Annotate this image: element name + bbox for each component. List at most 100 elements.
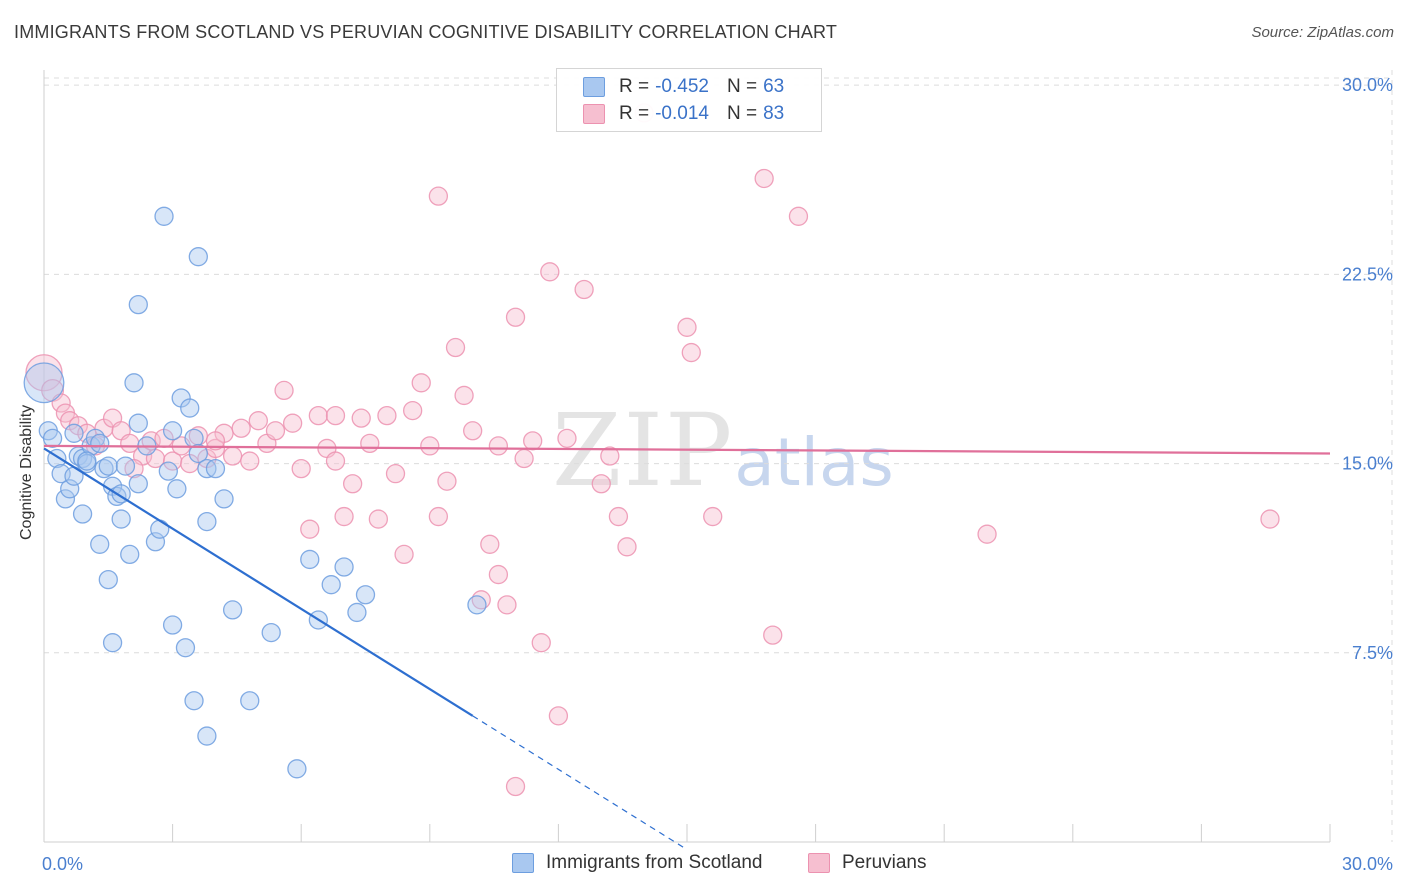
peruvians-point-62 xyxy=(557,428,577,448)
scotland-point-45 xyxy=(162,615,183,635)
trend-lines xyxy=(43,444,1331,851)
peruvians-point-36 xyxy=(334,506,354,527)
source-label: Source: ZipAtlas.com xyxy=(1251,24,1394,41)
scotland-point-42 xyxy=(154,206,174,226)
watermark-atlas: atlas xyxy=(734,424,894,501)
peruvians-point-69 xyxy=(677,317,697,337)
scotland-point-29 xyxy=(158,461,178,481)
y-tick-label-2: 22.5% xyxy=(1342,264,1393,284)
scotland-point-51 xyxy=(240,691,260,711)
peruvians-point-31 xyxy=(291,458,311,479)
peruvians-points xyxy=(25,103,1280,797)
peruvians-point-54 xyxy=(488,564,509,585)
peruvians-point-74 xyxy=(788,206,809,226)
peruvians-point-47 xyxy=(428,506,449,527)
bottom-legend-peruvians: Peruvians xyxy=(808,852,927,874)
scotland-point-39 xyxy=(205,458,226,479)
scotland-point-48 xyxy=(197,726,217,746)
scotland-point-21 xyxy=(90,534,110,554)
peruvians-point-78 xyxy=(325,405,346,426)
peruvians-point-55 xyxy=(497,595,517,615)
legend-swatch-peruvians xyxy=(583,104,605,124)
scotland-point-60 xyxy=(467,595,487,615)
peruvians-point-26 xyxy=(248,411,268,431)
scotland-point-47 xyxy=(184,691,204,711)
watermark: ZIPatlas xyxy=(552,392,894,509)
legend-row-scotland: R = -0.452 N = 63 xyxy=(583,75,784,99)
peruvians-point-40 xyxy=(368,509,389,529)
scotland-point-61 xyxy=(77,451,97,471)
axes xyxy=(43,70,1331,843)
peruvians-point-32 xyxy=(300,519,320,539)
peruvians-point-39 xyxy=(360,433,380,454)
peruvians-point-45 xyxy=(411,373,431,393)
scotland-point-23 xyxy=(111,509,131,529)
legend-n-label: N = xyxy=(726,103,758,124)
tick-labels: 7.5% 15.0% 22.5% 30.0% 0.0% 30.0% xyxy=(42,75,1393,874)
scotland-point-32 xyxy=(124,373,144,393)
scotland-point-57 xyxy=(334,557,354,577)
peruvians-point-64 xyxy=(591,474,611,494)
peruvians-point-63 xyxy=(574,279,594,300)
scotland-point-17 xyxy=(98,456,118,476)
scotland-point-37 xyxy=(188,443,208,464)
peruvians-point-46 xyxy=(420,436,440,456)
scotland-point-31 xyxy=(167,479,187,499)
scotland-point-40 xyxy=(214,489,234,509)
scotland-point-35 xyxy=(180,398,200,418)
peruvians-point-71 xyxy=(703,506,723,527)
scotland-point-30 xyxy=(162,421,183,441)
peruvians-point-33 xyxy=(308,405,328,426)
peruvians-trend-line xyxy=(43,444,1331,455)
x-tick-label-1: 30.0% xyxy=(1342,854,1393,874)
scotland-point-25 xyxy=(128,474,148,494)
peruvians-point-48 xyxy=(437,471,457,491)
peruvians-point-42 xyxy=(385,464,406,484)
scotland-point-27 xyxy=(145,532,166,552)
scotland-point-58 xyxy=(347,602,367,623)
scotland-point-54 xyxy=(300,549,320,570)
peruvians-point-70 xyxy=(681,342,701,363)
peruvians-point-56 xyxy=(505,307,526,327)
scotland-point-0 xyxy=(23,362,65,404)
legend-n-label: N = xyxy=(726,76,758,97)
scotland-point-5 xyxy=(55,489,76,509)
peruvians-point-23 xyxy=(222,446,243,466)
stats-legend: R = -0.452 N = 63 R = -0.014 N = 83 xyxy=(556,68,822,132)
scotland-point-28 xyxy=(150,519,170,539)
peruvians-point-81 xyxy=(488,436,509,456)
scotland-point-15 xyxy=(90,433,110,454)
legend-r-label: R = xyxy=(619,103,650,124)
peruvians-point-60 xyxy=(540,262,560,282)
peruvians-point-51 xyxy=(463,421,483,441)
peruvians-point-75 xyxy=(977,524,997,544)
scotland-point-52 xyxy=(261,622,281,643)
peruvians-point-28 xyxy=(265,421,286,441)
peruvians-point-38 xyxy=(351,408,371,428)
peruvians-point-43 xyxy=(394,544,414,565)
peruvians-point-49 xyxy=(445,337,466,358)
bottom-swatch-peruvians xyxy=(808,853,830,873)
peruvians-point-65 xyxy=(600,446,620,466)
scotland-point-41 xyxy=(128,294,148,315)
legend-r-value-peruvians: -0.014 xyxy=(655,103,709,124)
bottom-legend-scotland: Immigrants from Scotland xyxy=(512,852,762,874)
legend-r-value-scotland: -0.452 xyxy=(655,76,709,97)
peruvians-point-30 xyxy=(282,413,303,433)
peruvians-point-44 xyxy=(403,400,423,421)
peruvians-point-77 xyxy=(205,431,226,451)
scotland-point-49 xyxy=(197,511,217,532)
scotland-point-44 xyxy=(102,633,123,653)
chart-title: IMMIGRANTS FROM SCOTLAND VS PERUVIAN COG… xyxy=(14,22,838,42)
scotland-point-62 xyxy=(115,456,136,476)
peruvians-point-58 xyxy=(523,431,543,451)
peruvians-point-35 xyxy=(325,451,346,471)
scotland-point-2 xyxy=(42,428,63,448)
bottom-legend-label-scotland: Immigrants from Scotland xyxy=(546,852,763,873)
scotland-point-59 xyxy=(355,585,376,605)
scotland-point-24 xyxy=(120,544,140,565)
scotland-point-6 xyxy=(60,479,80,499)
legend-n-value-scotland: 63 xyxy=(763,76,785,97)
legend-swatch-scotland xyxy=(583,77,605,97)
peruvians-point-53 xyxy=(480,534,500,554)
